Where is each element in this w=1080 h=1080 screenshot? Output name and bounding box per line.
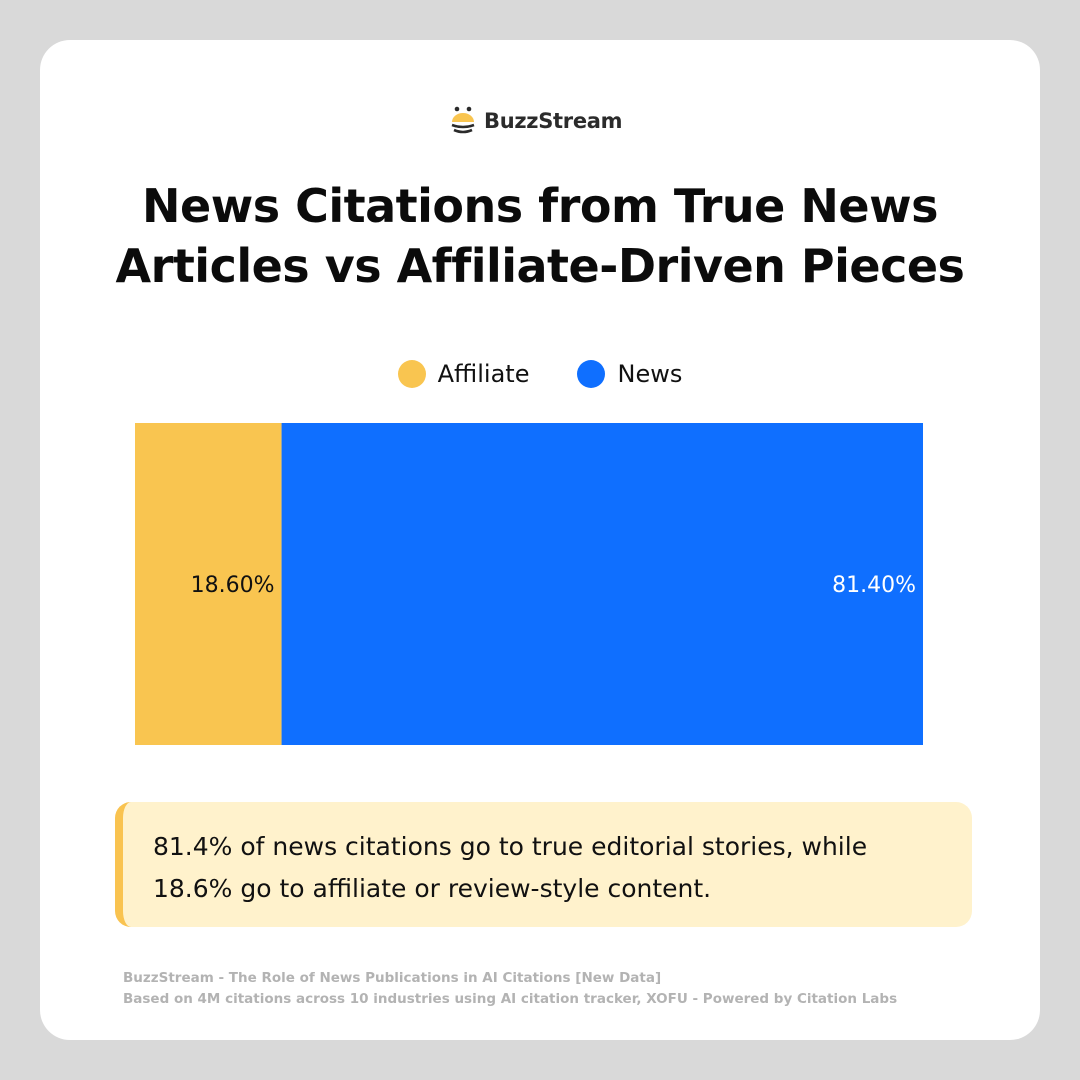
- legend-swatch-affiliate: [397, 360, 426, 388]
- data-label-news: 81.40%: [832, 573, 916, 598]
- bar-segment-news: [281, 423, 923, 745]
- legend-item-affiliate: Affiliate: [397, 360, 530, 388]
- brand-name: BuzzStream: [484, 109, 623, 133]
- callout-line: 81.4% of news citations go to true edito…: [153, 832, 868, 861]
- chart-title: News Citations from True News Articles v…: [0, 176, 1080, 296]
- data-label-affiliate: 18.60%: [191, 573, 275, 598]
- bar-segment-affiliate: [135, 423, 282, 745]
- callout-line: 18.6% go to affiliate or review-style co…: [153, 874, 712, 903]
- bee-icon: [451, 106, 475, 134]
- footer-line: Based on 4M citations across 10 industri…: [123, 991, 898, 1007]
- footer-line: BuzzStream - The Role of News Publicatio…: [123, 970, 662, 986]
- brand-logo: BuzzStream: [450, 106, 623, 136]
- legend: Affiliate News: [0, 360, 1080, 388]
- legend-item-news: News: [577, 360, 682, 388]
- legend-label: Affiliate: [437, 360, 530, 388]
- title-line: News Citations from True News: [142, 179, 938, 233]
- key-insight-callout: 81.4% of news citations go to true edito…: [115, 802, 972, 927]
- legend-label: News: [617, 360, 683, 388]
- source-footer: BuzzStream - The Role of News Publicatio…: [123, 968, 897, 1010]
- title-line: Articles vs Affiliate-Driven Pieces: [115, 239, 965, 293]
- legend-swatch-news: [577, 360, 606, 388]
